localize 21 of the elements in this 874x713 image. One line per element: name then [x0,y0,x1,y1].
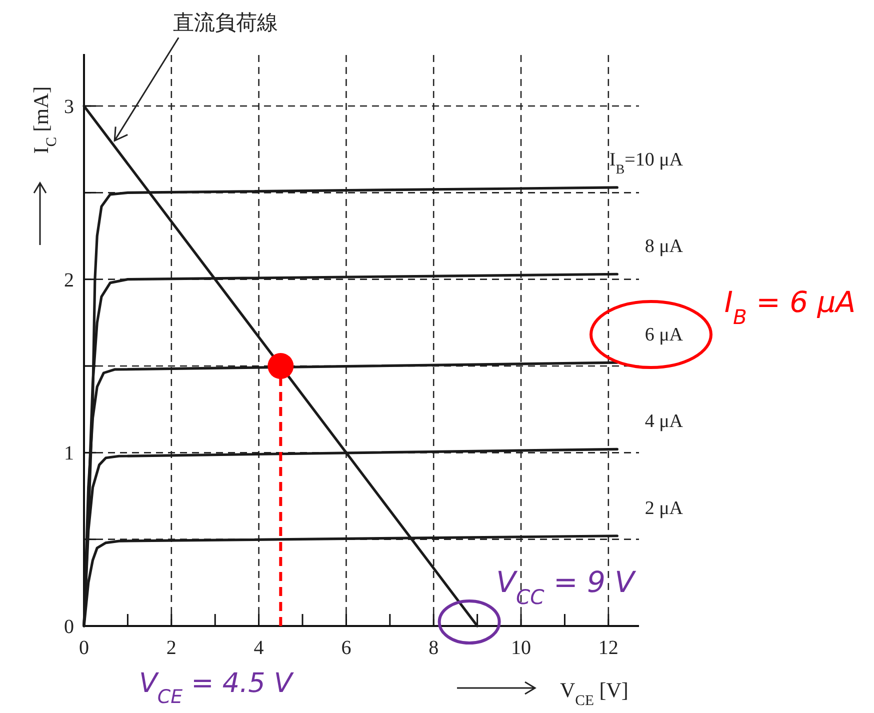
y-tick-label: 0 [64,616,74,638]
annotation: 直流負荷線 [173,10,278,35]
y-tick-label: 1 [64,442,74,465]
x-tick-label: 6 [341,637,352,659]
series-label: 4 μA [644,411,684,432]
text: I$_{B}$ = 6 μA [724,285,856,329]
series-label: I$_{B}$=10 μA [609,149,684,176]
x-axis-title: V$_{CE}$ [V] [560,678,628,709]
series-label: 6 μA [644,324,684,346]
series-label: 8 μA [644,236,684,258]
x-tick-label: 4 [254,637,264,659]
x-tick-label: 8 [428,637,439,659]
x-tick-label: 10 [511,637,532,659]
x-tick-label: 12 [598,637,618,659]
annotation: V$_{CC}$ = 9 V [496,565,637,609]
series-label: 2 μA [644,498,684,519]
annotation: V$_{CE}$ = 4.5 V [138,668,295,708]
y-tick-label: 3 [64,96,74,118]
x-tick-label: 0 [79,637,89,659]
x-tick-label: 2 [166,637,176,659]
y-tick-label: 2 [64,269,74,292]
